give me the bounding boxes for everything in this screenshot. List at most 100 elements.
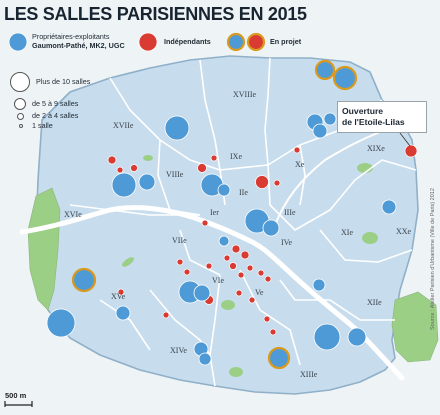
owner-cinema-marker <box>217 183 231 197</box>
bois-de-boulogne <box>27 187 61 311</box>
arrondissement-label-xi: XIe <box>341 228 353 237</box>
scale-label: 500 m <box>5 391 27 400</box>
independent-cinema-marker <box>293 146 301 154</box>
independent-cinema-marker <box>197 163 207 173</box>
parc-monceau <box>143 155 153 161</box>
source-credit: Source : Atelier Parisien d'Urbanisme (V… <box>430 188 436 330</box>
legend-size-single-icon <box>19 124 23 128</box>
arrondissement-label-vi: VIe <box>212 276 224 285</box>
independent-cinema-marker <box>183 268 191 276</box>
project-cinema-marker <box>246 32 266 52</box>
callout-leader <box>399 132 411 147</box>
independent-cinema-marker <box>162 311 170 319</box>
arrondissement-label-xviii: XVIIIe <box>233 90 257 99</box>
champ-de-mars <box>122 257 134 267</box>
legend-size-4: 1 salle <box>32 121 53 130</box>
owner-cinemas <box>8 32 397 366</box>
owner-cinema-marker <box>111 172 137 198</box>
legend-size-large-icon <box>10 72 30 92</box>
independent-cinema-marker <box>229 262 237 270</box>
independent-cinema-marker <box>248 296 256 304</box>
independent-cinema-marker <box>273 179 281 187</box>
parc-montsouris <box>229 367 243 377</box>
owner-cinema-marker <box>198 352 212 366</box>
arrondissement-label-xix: XIXe <box>367 144 385 153</box>
independent-cinema-marker <box>107 155 117 165</box>
project-cinemas <box>71 32 358 370</box>
owner-cinema-marker <box>193 284 211 302</box>
owner-cinema-marker <box>323 112 337 126</box>
arrondissement-label-v: Ve <box>255 288 264 297</box>
callout-line-1: Ouverture <box>342 106 384 116</box>
owner-cinema-marker <box>164 115 190 141</box>
arrondissement-label-viii: VIIIe <box>166 170 184 179</box>
independent-cinema-marker <box>223 254 231 262</box>
independent-cinema-marker <box>263 315 271 323</box>
arrondissement-label-x: Xe <box>295 160 305 169</box>
owner-cinema-marker <box>218 235 230 247</box>
independent-cinema-marker <box>255 175 269 189</box>
project-cinema-marker <box>71 267 97 293</box>
independent-cinema-marker <box>116 166 124 174</box>
independent-cinema-marker <box>176 258 184 266</box>
arrondissement-label-iii: IIIe <box>284 208 296 217</box>
project-cinema-marker <box>267 346 291 370</box>
independent-cinemas <box>107 32 418 336</box>
arrondissement-label-xii: XIIe <box>367 298 382 307</box>
owner-cinema-marker <box>115 305 131 321</box>
owner-cinema-marker <box>381 199 397 215</box>
legend-size-1: Plus de 10 salles <box>36 77 91 86</box>
owner-cinema-marker <box>312 123 328 139</box>
independent-cinema-marker <box>269 328 277 336</box>
independent-cinema-marker <box>264 275 272 283</box>
arrondissement-label-xx: XXe <box>396 227 412 236</box>
callout-line-2: de l'Etoile-Lilas <box>342 117 405 127</box>
legend-owners-label: Propriétaires-exploitants Gaumont-Pathé,… <box>32 32 125 50</box>
arrondissement-label-vii: VIIe <box>172 236 187 245</box>
independent-cinema-marker <box>235 289 243 297</box>
arrondissement-label-ii: IIe <box>239 188 248 197</box>
independent-cinema-marker <box>257 269 265 277</box>
cimetiere-pere-lachaise <box>362 232 378 244</box>
independent-cinema-marker <box>231 244 241 254</box>
legend-projects-label: En projet <box>270 37 302 46</box>
arrondissement-label-xiv: XIVe <box>170 346 187 355</box>
independent-cinema-marker <box>240 250 250 260</box>
arrondissement-label-ix: IXe <box>230 152 242 161</box>
project-cinema-marker <box>332 65 358 91</box>
canal-saint-martin <box>274 131 381 226</box>
legend-size-3: de 2 à 4 salles <box>32 111 79 120</box>
jardin-du-luxembourg <box>221 300 235 310</box>
independent-cinema-marker <box>130 164 138 172</box>
independent-cinema-marker <box>210 154 218 162</box>
independent-cinema-marker <box>205 262 213 270</box>
map-title: LES SALLES PARISIENNES EN 2015 <box>4 4 307 24</box>
owner-cinema-marker <box>312 278 326 292</box>
legend-size-2: de 5 à 9 salles <box>32 99 79 108</box>
owner-cinema-marker <box>262 219 280 237</box>
arrondissement-label-xvii: XVIIe <box>113 121 134 130</box>
independent-cinema-marker <box>138 32 158 52</box>
legend-size-small-icon <box>17 113 24 120</box>
arrondissement-label-i: Ier <box>210 208 219 217</box>
legend-size-medium-icon <box>14 98 26 110</box>
independent-cinema-marker <box>246 264 254 272</box>
scale-bar <box>4 401 33 407</box>
independent-cinema-marker <box>201 219 209 227</box>
arrondissement-label-xvi: XVIe <box>64 210 82 219</box>
owner-cinema-marker <box>313 323 341 351</box>
owner-cinema-marker <box>46 308 76 338</box>
arrondissement-label-xiii: XIIIe <box>300 370 318 379</box>
independent-cinema-marker <box>404 144 418 158</box>
arrondissement-boundaries <box>69 57 417 387</box>
arrondissement-label-xv: XVe <box>111 292 126 301</box>
arrondissement-label-iv: IVe <box>281 238 293 247</box>
owner-cinema-marker <box>347 327 367 347</box>
project-cinema-marker <box>314 59 336 81</box>
project-cinema-marker <box>226 32 246 52</box>
independent-cinema-marker <box>237 271 245 279</box>
etoile-lilas-callout: Ouverture de l'Etoile-Lilas <box>337 101 427 133</box>
bois-de-vincennes <box>391 291 439 363</box>
